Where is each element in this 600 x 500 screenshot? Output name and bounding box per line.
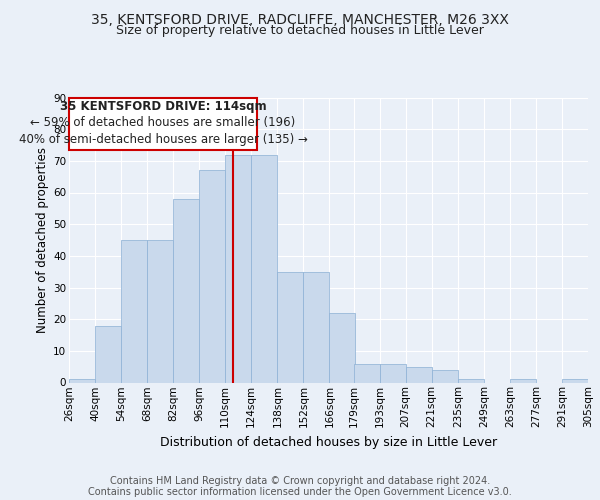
Y-axis label: Number of detached properties: Number of detached properties: [36, 147, 49, 333]
Bar: [380, 364, 406, 382]
Bar: [69, 380, 95, 382]
Bar: [199, 170, 225, 382]
Bar: [147, 240, 173, 382]
Bar: [121, 240, 147, 382]
Text: Contains HM Land Registry data © Crown copyright and database right 2024.: Contains HM Land Registry data © Crown c…: [110, 476, 490, 486]
Text: ← 59% of detached houses are smaller (196): ← 59% of detached houses are smaller (19…: [31, 116, 296, 130]
Bar: [277, 272, 304, 382]
Bar: [173, 199, 199, 382]
Bar: [329, 313, 355, 382]
Bar: [95, 326, 121, 382]
Text: 40% of semi-detached houses are larger (135) →: 40% of semi-detached houses are larger (…: [19, 132, 307, 145]
Bar: [353, 364, 380, 382]
Text: 35 KENTSFORD DRIVE: 114sqm: 35 KENTSFORD DRIVE: 114sqm: [59, 100, 266, 113]
Text: Size of property relative to detached houses in Little Lever: Size of property relative to detached ho…: [116, 24, 484, 37]
Bar: [458, 380, 484, 382]
Bar: [510, 380, 536, 382]
Bar: [406, 366, 432, 382]
X-axis label: Distribution of detached houses by size in Little Lever: Distribution of detached houses by size …: [160, 436, 497, 448]
Text: Contains public sector information licensed under the Open Government Licence v3: Contains public sector information licen…: [88, 487, 512, 497]
Bar: [432, 370, 458, 382]
Bar: [562, 380, 588, 382]
Text: 35, KENTSFORD DRIVE, RADCLIFFE, MANCHESTER, M26 3XX: 35, KENTSFORD DRIVE, RADCLIFFE, MANCHEST…: [91, 12, 509, 26]
Bar: [225, 154, 251, 382]
Bar: [304, 272, 329, 382]
Bar: [251, 154, 277, 382]
